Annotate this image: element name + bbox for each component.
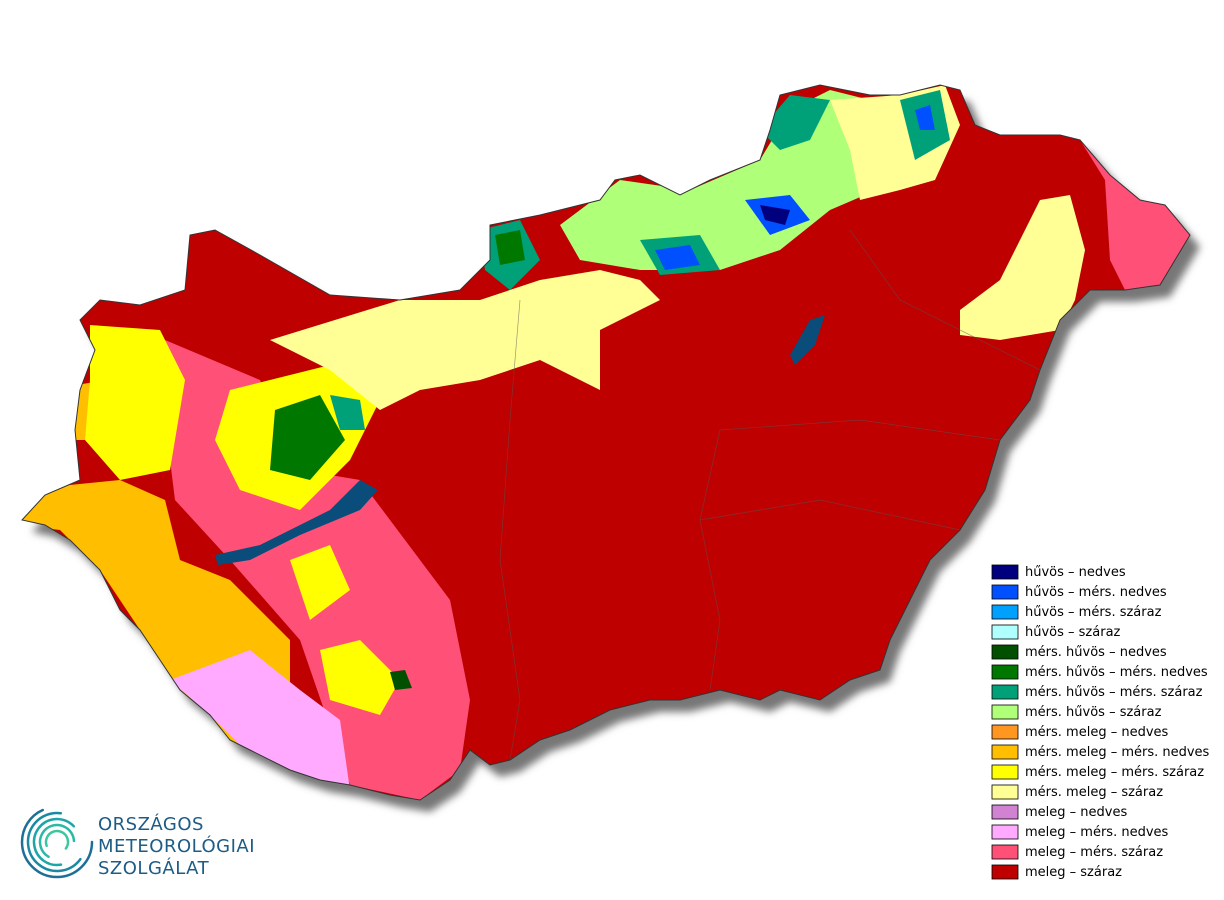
map-region bbox=[290, 545, 350, 620]
borders bbox=[499, 229, 1041, 761]
border-line bbox=[699, 429, 721, 691]
legend-swatch bbox=[991, 564, 1019, 580]
legend-swatch bbox=[991, 864, 1019, 880]
legend-label: mérs. hűvös – száraz bbox=[1025, 705, 1162, 720]
logo-mark bbox=[20, 805, 94, 879]
logo-arc bbox=[38, 823, 76, 861]
lake bbox=[215, 480, 378, 565]
legend-label: hűvös – mérs. nedves bbox=[1025, 585, 1167, 600]
legend-swatch bbox=[991, 724, 1019, 740]
legend-swatch bbox=[991, 644, 1019, 660]
map-region bbox=[390, 670, 412, 690]
border-line bbox=[499, 299, 521, 761]
legend-swatch bbox=[991, 784, 1019, 800]
map-region bbox=[495, 230, 525, 265]
map-region bbox=[270, 270, 660, 410]
legend-label: mérs. hűvös – nedves bbox=[1025, 645, 1167, 660]
map-region bbox=[170, 650, 350, 790]
map-region bbox=[1080, 140, 1190, 290]
legend-label: meleg – száraz bbox=[1025, 865, 1122, 880]
legend-label: hűvös – mérs. száraz bbox=[1025, 605, 1162, 620]
legend-label: hűvös – nedves bbox=[1025, 565, 1126, 580]
legend-label: meleg – mérs. nedves bbox=[1025, 825, 1169, 840]
logo-text: ORSZÁGOS bbox=[98, 813, 204, 835]
logo: ORSZÁGOS METEOROLÓGIAI SZOLGÁLAT bbox=[20, 805, 255, 879]
logo-arc bbox=[26, 811, 88, 873]
map-region bbox=[270, 395, 345, 480]
border-line bbox=[699, 499, 961, 531]
map-region bbox=[320, 640, 400, 715]
legend-swatch bbox=[991, 824, 1019, 840]
map-region bbox=[655, 245, 700, 270]
legend-label: mérs. hűvös – mérs. száraz bbox=[1025, 685, 1203, 700]
border-line bbox=[719, 419, 1001, 441]
logo-arc bbox=[20, 805, 94, 879]
legend-swatch bbox=[991, 744, 1019, 760]
legend-label: mérs. meleg – nedves bbox=[1025, 725, 1169, 740]
legend-swatch bbox=[991, 584, 1019, 600]
logo-text: SZOLGÁLAT bbox=[98, 857, 210, 879]
legend-swatch bbox=[991, 664, 1019, 680]
legend-swatch bbox=[991, 624, 1019, 640]
legend-swatch bbox=[991, 844, 1019, 860]
logo-arc bbox=[32, 817, 82, 867]
map-region bbox=[85, 325, 185, 480]
map-region bbox=[915, 105, 935, 130]
map-region bbox=[560, 90, 920, 270]
legend-swatch bbox=[991, 804, 1019, 820]
legend-label: mérs. meleg – mérs. nedves bbox=[1025, 745, 1210, 760]
lake bbox=[790, 315, 825, 365]
logo-text: METEOROLÓGIAI bbox=[98, 835, 255, 857]
map-region bbox=[760, 95, 830, 150]
map-region bbox=[960, 195, 1085, 340]
legend-label: mérs. hűvös – mérs. nedves bbox=[1025, 665, 1208, 680]
map-region bbox=[760, 205, 790, 225]
legend-label: mérs. meleg – száraz bbox=[1025, 785, 1163, 800]
legend: hűvös – nedves hűvös – mérs. nedves hűvös … bbox=[991, 564, 1210, 880]
border-line bbox=[849, 229, 1041, 371]
legend-swatch bbox=[991, 604, 1019, 620]
legend-label: mérs. meleg – mérs. száraz bbox=[1025, 765, 1204, 780]
legend-swatch bbox=[991, 764, 1019, 780]
legend-swatch bbox=[991, 704, 1019, 720]
logo-arc bbox=[44, 829, 70, 855]
legend-swatch bbox=[991, 684, 1019, 700]
legend-label: hűvös – száraz bbox=[1025, 625, 1121, 640]
map-region bbox=[330, 395, 365, 430]
legend-label: meleg – nedves bbox=[1025, 805, 1127, 820]
legend-label: meleg – mérs. száraz bbox=[1025, 845, 1163, 860]
